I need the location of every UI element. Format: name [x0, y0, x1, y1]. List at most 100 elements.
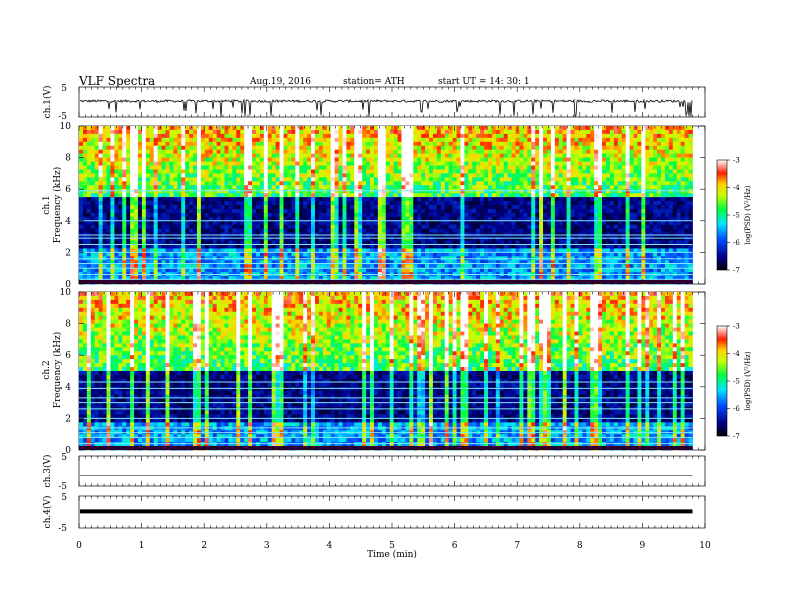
spectrogram-cell — [476, 129, 481, 135]
spectrogram-cell — [550, 137, 556, 143]
spectrogram-cell — [248, 220, 253, 226]
spectrogram-cell — [385, 169, 391, 174]
spectrogram-cell — [149, 201, 155, 206]
spectrogram-cell — [594, 153, 599, 158]
spectrogram-cell — [137, 185, 143, 190]
spectrogram-cell — [684, 201, 689, 206]
spectrogram-cell — [570, 224, 575, 230]
spectrogram-cell — [346, 197, 351, 202]
spectrogram-cell — [503, 220, 509, 226]
spectrogram-cell — [314, 236, 320, 241]
spectrogram-cell — [405, 197, 410, 202]
spectrogram-cell — [684, 189, 689, 194]
spectrogram-cell — [169, 149, 174, 155]
spectrogram-cell — [405, 169, 410, 174]
spectrogram-cell — [248, 126, 253, 131]
spectrogram-cell — [267, 173, 273, 178]
spectrogram-cell — [370, 201, 375, 206]
spectrogram-cell — [546, 189, 552, 194]
spectrogram-cell — [173, 165, 178, 170]
spectrogram-cell — [330, 189, 336, 194]
spectrogram-cell — [252, 173, 257, 178]
spectrogram-cell — [287, 145, 292, 151]
spectrogram-cell — [484, 173, 489, 178]
spectrogram-cell — [358, 224, 363, 230]
spectrogram-cell — [582, 137, 587, 143]
spectrogram-cell — [468, 153, 473, 158]
spectrogram-cell — [401, 157, 406, 162]
spectrogram-cell — [318, 165, 324, 170]
spectrogram-cell — [668, 181, 674, 186]
spectrogram-cell — [149, 141, 155, 147]
spectrogram-cell — [267, 220, 273, 226]
spectrogram-cell — [621, 197, 627, 202]
spectrogram-cell — [688, 177, 693, 182]
spectrogram-cell — [307, 157, 312, 162]
spectrogram-cell — [535, 181, 540, 186]
spectrogram-cell — [531, 244, 536, 249]
spectrogram-cell — [570, 185, 575, 190]
spectrogram-cell — [165, 157, 170, 162]
spectrogram-cell — [633, 161, 638, 166]
spectrogram-cell — [354, 208, 359, 214]
spectrogram-cell — [318, 161, 324, 166]
spectrogram-cell — [653, 244, 658, 249]
spectrogram-cell — [641, 236, 646, 241]
spectrogram-cell — [550, 248, 556, 253]
spectrogram-cell — [491, 185, 497, 190]
spectrogram-cell — [252, 236, 257, 241]
spectrogram-cell — [452, 173, 457, 178]
spectrogram-cell — [645, 197, 650, 202]
spectrogram-cell — [271, 212, 277, 218]
spectrogram-cell — [664, 137, 670, 143]
spectrogram-cell — [629, 181, 634, 186]
spectrogram-cell — [283, 212, 288, 218]
spectrogram-cell — [393, 240, 398, 245]
spectrogram-cell — [625, 157, 630, 162]
spectrogram-cell — [252, 228, 257, 234]
spectrogram-cell — [322, 189, 328, 194]
spectrogram-cell — [468, 208, 473, 214]
spectrogram-cell — [546, 129, 552, 135]
spectrogram-cell — [629, 185, 634, 190]
spectrogram-cell — [452, 236, 457, 241]
spectrogram-cell — [204, 240, 210, 245]
spectrogram-cell — [141, 201, 147, 206]
spectrogram-cell — [602, 248, 607, 253]
spectrogram-cell — [554, 224, 560, 230]
spectrogram-cell — [558, 169, 564, 174]
spectrogram-cell — [688, 157, 693, 162]
spectrogram-cell — [543, 212, 548, 218]
spectrogram-cell — [122, 236, 127, 241]
spectrogram-cell — [578, 205, 583, 210]
spectrogram-cell — [130, 181, 135, 186]
spectrogram-cell — [224, 205, 229, 210]
spectrogram-cell — [212, 208, 218, 214]
spectrogram-cell — [480, 149, 485, 155]
spectrogram-cell — [539, 216, 544, 222]
spectrogram-cell — [145, 248, 151, 253]
spectrogram-cell — [472, 153, 477, 158]
spectrogram-cell — [413, 161, 418, 166]
spectrogram-cell — [248, 205, 253, 210]
spectrogram-cell — [664, 181, 670, 186]
spectrogram-cell — [550, 165, 556, 170]
spectrogram-cell — [393, 197, 398, 202]
spectrogram-cell — [558, 248, 564, 253]
spectrogram-cell — [491, 181, 497, 186]
spectrogram-cell — [464, 133, 469, 139]
spectrogram-cell — [684, 165, 689, 170]
spectrogram-cell — [326, 201, 332, 206]
spectrogram-cell — [161, 157, 166, 162]
spectrogram-cell — [535, 224, 540, 230]
spectrogram-cell — [621, 169, 627, 174]
spectrogram-cell — [531, 248, 536, 253]
spectrogram-cell — [181, 129, 186, 135]
spectrogram-cell — [531, 205, 536, 210]
spectrogram-cell — [613, 248, 619, 253]
spectrogram-cell — [456, 236, 461, 241]
spectrogram-cell — [334, 133, 339, 139]
spectrogram-cell — [220, 201, 225, 206]
spectrogram-cell — [204, 129, 210, 135]
spectrogram-cell — [625, 224, 630, 230]
